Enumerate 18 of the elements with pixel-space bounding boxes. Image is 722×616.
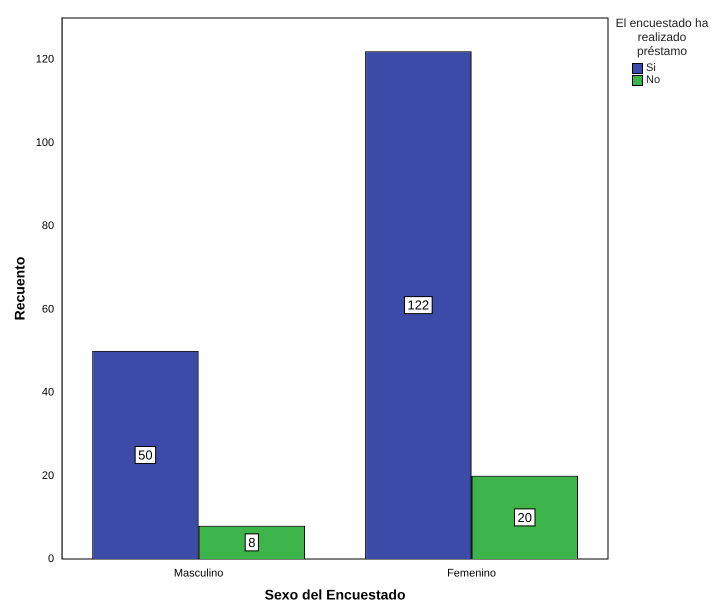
x-tick-label: Femenino	[447, 568, 496, 580]
legend-title: El encuestado ha realizado préstamo	[614, 16, 710, 58]
y-tick-label: 20	[42, 470, 54, 482]
y-tick-label: 0	[48, 553, 54, 566]
data-label: 122	[407, 298, 430, 313]
legend-label: Si	[646, 62, 656, 74]
data-label: 20	[518, 510, 532, 525]
legend-label: No	[646, 74, 660, 86]
x-axis-title: Sexo del Encuestado	[264, 586, 406, 602]
x-tick-label: Masculino	[174, 568, 224, 580]
y-tick-label: 100	[36, 136, 54, 149]
y-tick-label: 80	[42, 220, 54, 232]
y-tick-label: 60	[42, 303, 54, 316]
y-tick-label: 40	[42, 386, 54, 399]
data-label: 50	[138, 448, 153, 463]
y-tick-label: 120	[36, 54, 54, 66]
y-axis-title: Recuento	[11, 256, 28, 320]
data-label: 8	[248, 534, 256, 550]
